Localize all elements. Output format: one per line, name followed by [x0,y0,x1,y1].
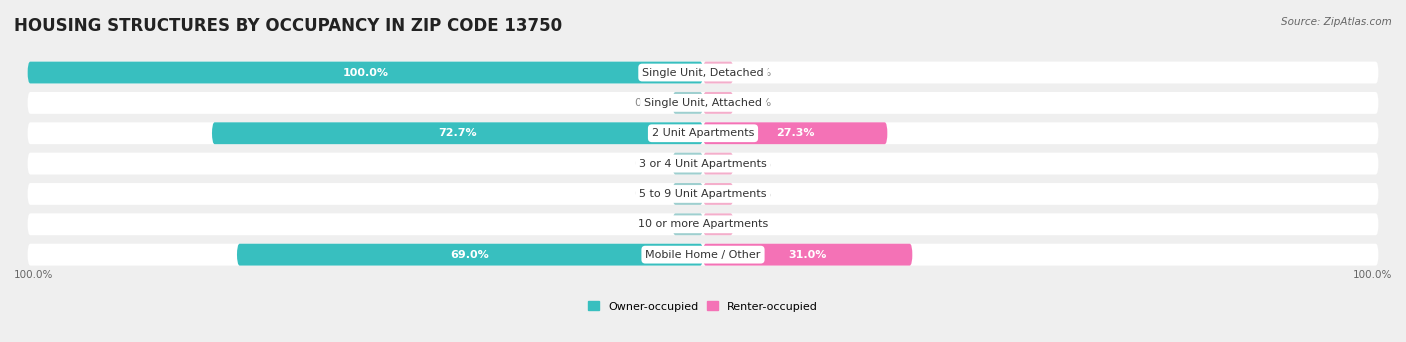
Text: 31.0%: 31.0% [789,250,827,260]
Text: 10 or more Apartments: 10 or more Apartments [638,219,768,229]
Text: Single Unit, Detached: Single Unit, Detached [643,67,763,78]
FancyBboxPatch shape [703,183,734,205]
FancyBboxPatch shape [703,122,887,144]
Text: 100.0%: 100.0% [1353,269,1392,279]
Text: Source: ZipAtlas.com: Source: ZipAtlas.com [1281,17,1392,27]
Text: 5 to 9 Unit Apartments: 5 to 9 Unit Apartments [640,189,766,199]
Legend: Owner-occupied, Renter-occupied: Owner-occupied, Renter-occupied [583,297,823,316]
Text: 100.0%: 100.0% [14,269,53,279]
FancyBboxPatch shape [28,92,1378,114]
Text: Single Unit, Attached: Single Unit, Attached [644,98,762,108]
Text: 0.0%: 0.0% [634,219,662,229]
Text: 0.0%: 0.0% [744,98,772,108]
Text: 3 or 4 Unit Apartments: 3 or 4 Unit Apartments [640,159,766,169]
Text: 0.0%: 0.0% [744,67,772,78]
FancyBboxPatch shape [703,92,734,114]
FancyBboxPatch shape [28,153,1378,174]
Text: 0.0%: 0.0% [634,189,662,199]
Text: 0.0%: 0.0% [744,189,772,199]
Text: 27.3%: 27.3% [776,128,814,138]
FancyBboxPatch shape [238,244,703,266]
FancyBboxPatch shape [672,213,703,235]
Text: 69.0%: 69.0% [450,250,489,260]
FancyBboxPatch shape [703,62,734,83]
FancyBboxPatch shape [212,122,703,144]
FancyBboxPatch shape [28,213,1378,235]
FancyBboxPatch shape [28,62,1378,83]
Text: 0.0%: 0.0% [634,98,662,108]
Text: 100.0%: 100.0% [342,67,388,78]
FancyBboxPatch shape [28,62,703,83]
FancyBboxPatch shape [703,244,912,266]
FancyBboxPatch shape [28,122,1378,144]
Text: 2 Unit Apartments: 2 Unit Apartments [652,128,754,138]
FancyBboxPatch shape [672,92,703,114]
Text: Mobile Home / Other: Mobile Home / Other [645,250,761,260]
Text: 0.0%: 0.0% [744,219,772,229]
Text: 72.7%: 72.7% [439,128,477,138]
Text: HOUSING STRUCTURES BY OCCUPANCY IN ZIP CODE 13750: HOUSING STRUCTURES BY OCCUPANCY IN ZIP C… [14,17,562,35]
FancyBboxPatch shape [672,153,703,174]
Text: 0.0%: 0.0% [744,159,772,169]
Text: 0.0%: 0.0% [634,159,662,169]
FancyBboxPatch shape [672,183,703,205]
FancyBboxPatch shape [703,213,734,235]
FancyBboxPatch shape [28,183,1378,205]
FancyBboxPatch shape [28,244,1378,266]
FancyBboxPatch shape [703,153,734,174]
